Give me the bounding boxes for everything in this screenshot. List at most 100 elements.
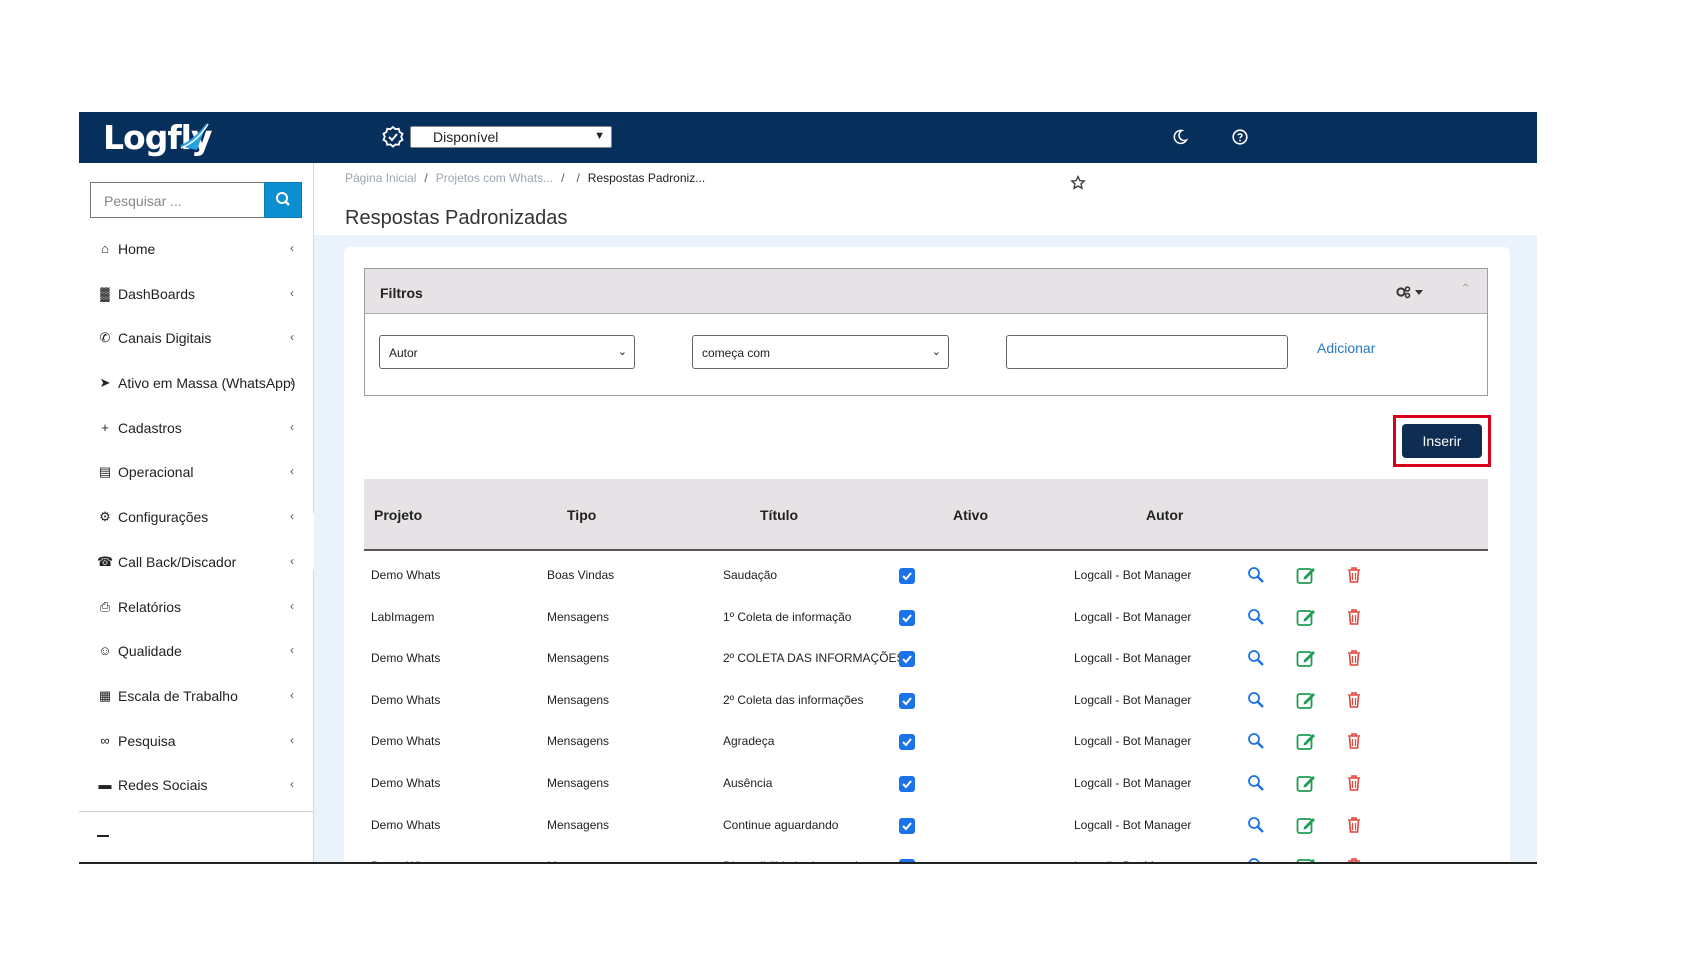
main-content: Página Inicial / Projetos com Whats... / / Re…: [314, 163, 1537, 862]
filter-field-select[interactable]: Autor ⌄: [379, 335, 635, 369]
table-row[interactable]: Demo Whats Mensagens Disponibilidade de ag…: [364, 842, 1488, 862]
sidebar-item-call-back-discador[interactable]: ☎ Call Back/Discador ‹: [79, 541, 314, 586]
column-header-projeto[interactable]: Projeto: [374, 507, 423, 523]
cell-titulo: 2º COLETA DAS INFORMAÇÕES: [723, 651, 905, 666]
table-row[interactable]: Demo Whats Mensagens Agradeça Logcall - Bot…: [364, 717, 1488, 759]
delete-icon[interactable]: [1344, 607, 1364, 627]
gears-dropdown-icon[interactable]: [1395, 285, 1429, 299]
status-badge-icon[interactable]: [381, 125, 405, 149]
edit-icon[interactable]: [1296, 690, 1316, 710]
comments-icon: ▬: [98, 777, 112, 793]
filter-operator-value: começa com: [702, 346, 771, 360]
sidebar-item-label: Call Back/Discador: [118, 553, 237, 570]
sidebar-item-home[interactable]: ⌂ Home ‹: [79, 228, 314, 273]
view-icon[interactable]: [1246, 815, 1266, 835]
insert-button[interactable]: Inserir: [1402, 424, 1482, 458]
edit-icon[interactable]: [1296, 565, 1316, 585]
filter-operator-select[interactable]: começa com ⌄: [692, 335, 949, 369]
sidebar-item-relat-rios[interactable]: ⎙ Relatórios ‹: [79, 586, 314, 631]
edit-icon[interactable]: [1296, 815, 1316, 835]
edit-icon[interactable]: [1296, 773, 1316, 793]
filters-title: Filtros: [380, 285, 423, 301]
sidebar-nav: ⌂ Home ‹ ▓ DashBoards ‹ ✆ Canais Digitais ‹ ➤ Ativ…: [79, 228, 314, 809]
view-icon[interactable]: [1246, 607, 1266, 627]
ativo-checkbox[interactable]: [899, 651, 915, 668]
briefcase-icon: ▤: [98, 464, 112, 480]
chevron-up-icon[interactable]: ⌃: [1460, 281, 1471, 296]
search-icon: [276, 192, 290, 206]
table-row[interactable]: Demo Whats Mensagens Ausência Logcall - Bot…: [364, 759, 1488, 801]
add-filter-link[interactable]: Adicionar: [1317, 340, 1376, 356]
sidebar-minimize-icon[interactable]: [97, 835, 109, 837]
ativo-checkbox[interactable]: [899, 568, 915, 584]
chevron-left-icon: ‹: [290, 419, 294, 434]
sidebar-item-canais-digitais[interactable]: ✆ Canais Digitais ‹: [79, 317, 314, 362]
sidebar-item-redes-sociais[interactable]: ▬ Redes Sociais ‹: [79, 764, 314, 809]
table-row[interactable]: Demo Whats Mensagens 2º Coleta das informa…: [364, 676, 1488, 718]
edit-icon[interactable]: [1296, 856, 1316, 862]
ativo-checkbox[interactable]: [899, 734, 915, 751]
column-header-ativo[interactable]: Ativo: [953, 507, 988, 523]
cell-projeto: Demo Whats: [371, 817, 441, 832]
help-icon[interactable]: [1231, 128, 1249, 146]
paper-plane-icon: ➤: [99, 375, 111, 391]
moon-icon[interactable]: [1171, 128, 1189, 146]
column-header-titulo[interactable]: Título: [760, 507, 799, 523]
sidebar-item-operacional[interactable]: ▤ Operacional ‹: [79, 451, 314, 496]
delete-icon[interactable]: [1344, 815, 1364, 835]
view-icon[interactable]: [1246, 856, 1266, 862]
gear-icon: ⚙: [99, 509, 111, 525]
view-icon[interactable]: [1246, 773, 1266, 793]
edit-icon[interactable]: [1296, 648, 1316, 668]
delete-icon[interactable]: [1344, 690, 1364, 710]
edit-icon[interactable]: [1296, 607, 1316, 627]
ativo-checkbox[interactable]: [899, 817, 915, 834]
sidebar-item-pesquisa[interactable]: ∞ Pesquisa ‹: [79, 720, 314, 765]
table-row[interactable]: Demo Whats Mensagens 2º COLETA DAS INFORMA…: [364, 634, 1488, 676]
sidebar-item-cadastros[interactable]: + Cadastros ‹: [79, 407, 314, 452]
cell-tipo: Mensagens: [547, 651, 610, 666]
printer-icon: ⎙: [99, 598, 111, 614]
view-icon[interactable]: [1246, 690, 1266, 710]
sidebar-search-input[interactable]: Pesquisar ...: [90, 182, 302, 218]
table-row[interactable]: LabImagem Mensagens 1º Coleta de informaçã…: [364, 593, 1488, 635]
sidebar-item-label: Configurações: [118, 509, 209, 526]
ativo-checkbox[interactable]: [899, 692, 915, 709]
delete-icon[interactable]: [1344, 773, 1364, 793]
cell-projeto: Demo Whats: [371, 568, 441, 582]
sidebar-item-qualidade[interactable]: ☺ Qualidade ‹: [79, 630, 314, 675]
view-icon[interactable]: [1246, 565, 1266, 585]
column-header-tipo[interactable]: Tipo: [567, 507, 597, 523]
view-icon[interactable]: [1246, 648, 1266, 668]
search-button[interactable]: [264, 182, 302, 218]
column-header-autor[interactable]: Autor: [1146, 507, 1184, 523]
status-select[interactable]: Disponível ▼: [410, 126, 612, 148]
delete-icon[interactable]: [1344, 856, 1364, 862]
delete-icon[interactable]: [1344, 731, 1364, 751]
filters-panel: Filtros ⌃ Autor ⌄ começa com ⌄: [364, 268, 1488, 396]
breadcrumb-parent[interactable]: Projetos com Whats...: [435, 171, 554, 185]
delete-icon[interactable]: [1344, 648, 1364, 668]
sidebar-item-ativo-em-massa-whatsapp[interactable]: ➤ Ativo em Massa (WhatsApp) ‹: [79, 362, 314, 407]
sidebar-item-escala-de-trabalho[interactable]: ▦ Escala de Trabalho ‹: [79, 675, 314, 720]
table-row[interactable]: Demo Whats Mensagens Continue aguardando Lo…: [364, 801, 1488, 843]
filter-value-input[interactable]: [1006, 335, 1288, 369]
cell-tipo: Mensagens: [547, 775, 610, 790]
edit-icon[interactable]: [1296, 731, 1316, 751]
star-icon[interactable]: [1070, 175, 1086, 191]
chevron-left-icon: ‹: [290, 598, 294, 613]
breadcrumb-home[interactable]: Página Inicial: [345, 171, 417, 185]
table-row[interactable]: Demo Whats Boas Vindas Saudação Logcall - B…: [364, 551, 1488, 593]
delete-icon[interactable]: [1344, 565, 1364, 585]
table-body: Demo Whats Boas Vindas Saudação Logcall - B…: [364, 551, 1488, 862]
sidebar-item-label: Relatórios: [118, 598, 182, 615]
sidebar-item-dashboards[interactable]: ▓ DashBoards ‹: [79, 273, 314, 318]
cell-projeto: Demo Whats: [371, 692, 441, 707]
view-icon[interactable]: [1246, 731, 1266, 751]
binoculars-icon: ∞: [100, 732, 110, 748]
ativo-checkbox[interactable]: [899, 859, 915, 862]
ativo-checkbox[interactable]: [899, 609, 915, 626]
sidebar-item-configura-es[interactable]: ⚙ Configurações ‹: [79, 496, 314, 541]
ativo-checkbox[interactable]: [899, 775, 915, 792]
cell-titulo: Continue aguardando: [723, 817, 839, 832]
